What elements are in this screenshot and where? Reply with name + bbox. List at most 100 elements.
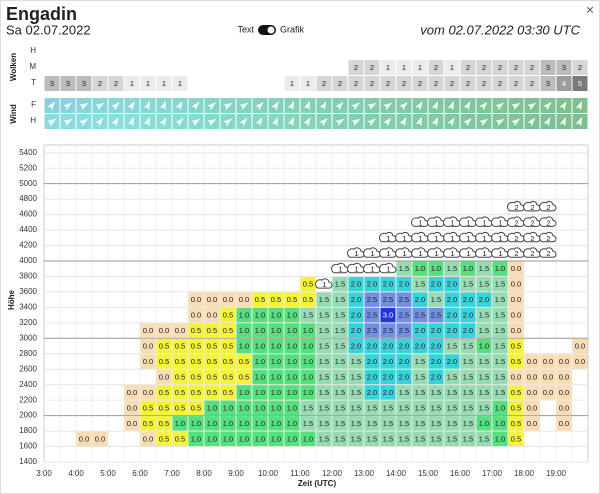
thermal-cell-value: 1.5 bbox=[479, 280, 489, 289]
x-tick-label: 16:00 bbox=[450, 469, 471, 478]
toggle[interactable] bbox=[258, 25, 276, 35]
thermal-cell-value: 0.0 bbox=[559, 419, 569, 428]
cloud-cell bbox=[492, 60, 508, 75]
x-tick-label: 3:00 bbox=[36, 469, 52, 478]
x-axis-label: Zeit (UTC) bbox=[298, 479, 337, 488]
thermal-cell bbox=[476, 369, 492, 385]
thermal-cell bbox=[316, 400, 332, 416]
cloud-cell-value: 2 bbox=[450, 79, 454, 88]
thermal-cell-value: 1.0 bbox=[287, 326, 297, 335]
thermal-cell bbox=[460, 431, 476, 447]
thermal-cell bbox=[556, 354, 572, 369]
thermal-cell bbox=[268, 354, 284, 369]
thermal-cell-value: 2.0 bbox=[399, 372, 409, 381]
thermal-cell-value: 1.0 bbox=[223, 434, 233, 443]
cloud-cell-value: 2 bbox=[418, 79, 422, 88]
wind-arrow bbox=[399, 102, 408, 111]
thermal-cell-value: 1.5 bbox=[383, 403, 393, 412]
thermal-cell bbox=[204, 416, 220, 431]
thermal-cell bbox=[156, 400, 172, 416]
close-button[interactable]: × bbox=[586, 2, 594, 18]
thermal-cell-value: 2.0 bbox=[367, 357, 377, 366]
cloud-cell bbox=[444, 76, 460, 91]
thermal-cell-value: 1.0 bbox=[271, 403, 281, 412]
thermal-cell-value: 2.0 bbox=[367, 372, 377, 381]
thermal-cell-value: 2.0 bbox=[399, 357, 409, 366]
wind-arrow bbox=[511, 102, 521, 111]
thermal-cell bbox=[316, 292, 332, 307]
cloud-icon bbox=[539, 216, 557, 227]
cloud-symbol-value: 2 bbox=[514, 234, 518, 243]
cloud-cell bbox=[140, 76, 156, 91]
thermal-cell-value: 0.5 bbox=[175, 357, 185, 366]
thermal-cell-value: 2.0 bbox=[431, 280, 441, 289]
thermal-cell-value: 0.5 bbox=[271, 295, 281, 304]
thermal-cell-value: 1.0 bbox=[255, 434, 265, 443]
wind-arrow bbox=[431, 100, 438, 111]
cloud-symbol-value: 1 bbox=[450, 218, 454, 227]
thermal-cell bbox=[300, 307, 316, 323]
thermal-cell-value: 1.5 bbox=[447, 388, 457, 397]
thermal-cell-value: 0.5 bbox=[175, 372, 185, 381]
thermal-cell bbox=[556, 416, 572, 431]
thermal-cell-value: 2.0 bbox=[367, 388, 377, 397]
wind-arrow bbox=[175, 101, 183, 111]
toggle-knob[interactable] bbox=[267, 26, 275, 34]
thermal-cell-value: 0.5 bbox=[239, 372, 249, 381]
thermal-cell bbox=[476, 261, 492, 276]
thermal-cell-value: 1.5 bbox=[415, 419, 425, 428]
wind-arrow bbox=[223, 102, 233, 111]
thermal-cell-value: 0.0 bbox=[95, 434, 105, 443]
cloud-symbol-value: 2 bbox=[530, 203, 534, 212]
thermal-cell bbox=[220, 307, 236, 323]
thermal-cell bbox=[204, 385, 220, 400]
cloud-cell-value: 2 bbox=[98, 79, 102, 88]
cloud-cell-value: 3 bbox=[66, 79, 70, 88]
wind-arrow bbox=[207, 118, 217, 127]
cloud-cell bbox=[476, 60, 492, 75]
thermal-cell-value: 1.5 bbox=[431, 419, 441, 428]
thermal-cell bbox=[188, 385, 204, 400]
thermal-cell bbox=[524, 354, 540, 369]
thermal-cell-value: 2.0 bbox=[447, 311, 457, 320]
thermal-cell bbox=[460, 416, 476, 431]
thermal-cell bbox=[428, 400, 444, 416]
y-axis-label: Höhe bbox=[7, 289, 16, 310]
wind-arrow bbox=[159, 117, 167, 127]
thermal-cell-value: 1.5 bbox=[479, 372, 489, 381]
thermal-cell-value: 1.0 bbox=[271, 311, 281, 320]
cloud-cell bbox=[364, 76, 380, 91]
toggle-right-label[interactable]: Grafik bbox=[280, 24, 305, 34]
thermal-cell-value: 1.5 bbox=[351, 357, 361, 366]
cloud-cell-value: 1 bbox=[386, 63, 390, 72]
thermal-cell-value: 0.0 bbox=[159, 326, 169, 335]
thermal-cell bbox=[156, 385, 172, 400]
toggle-left-label[interactable]: Text bbox=[237, 24, 254, 34]
wind-arrow bbox=[351, 118, 361, 127]
thermal-cell-value: 1.5 bbox=[415, 357, 425, 366]
cloud-symbol-value: 2 bbox=[514, 249, 518, 258]
thermal-cell-value: 0.5 bbox=[511, 342, 521, 351]
thermal-cell-value: 2.0 bbox=[479, 295, 489, 304]
thermal-cell bbox=[364, 276, 380, 292]
y-tick-label: 2800 bbox=[19, 349, 37, 358]
cloud-icon bbox=[539, 200, 557, 212]
thermal-cell-value: 1.0 bbox=[271, 326, 281, 335]
thermal-cell-value: 1.5 bbox=[463, 434, 473, 443]
thermal-cell-value: 0.0 bbox=[207, 311, 217, 320]
thermal-cell bbox=[268, 431, 284, 447]
thermal-cell-value: 0.5 bbox=[191, 342, 201, 351]
x-tick-label: 13:00 bbox=[354, 469, 375, 478]
thermal-cell bbox=[492, 354, 508, 369]
thermal-cell-value: 0.0 bbox=[191, 311, 201, 320]
thermal-cell-value: 0.0 bbox=[543, 357, 553, 366]
thermal-cell bbox=[332, 416, 348, 431]
thermal-cell bbox=[492, 323, 508, 338]
x-tick-label: 10:00 bbox=[258, 469, 279, 478]
thermal-cell bbox=[412, 323, 428, 338]
thermal-cell-value: 0.0 bbox=[527, 388, 537, 397]
cloud-symbol-value: 2 bbox=[530, 249, 534, 258]
thermal-cell-value: 0.5 bbox=[207, 342, 217, 351]
thermal-cell-value: 1.0 bbox=[239, 434, 249, 443]
x-tick-label: 17:00 bbox=[482, 469, 503, 478]
